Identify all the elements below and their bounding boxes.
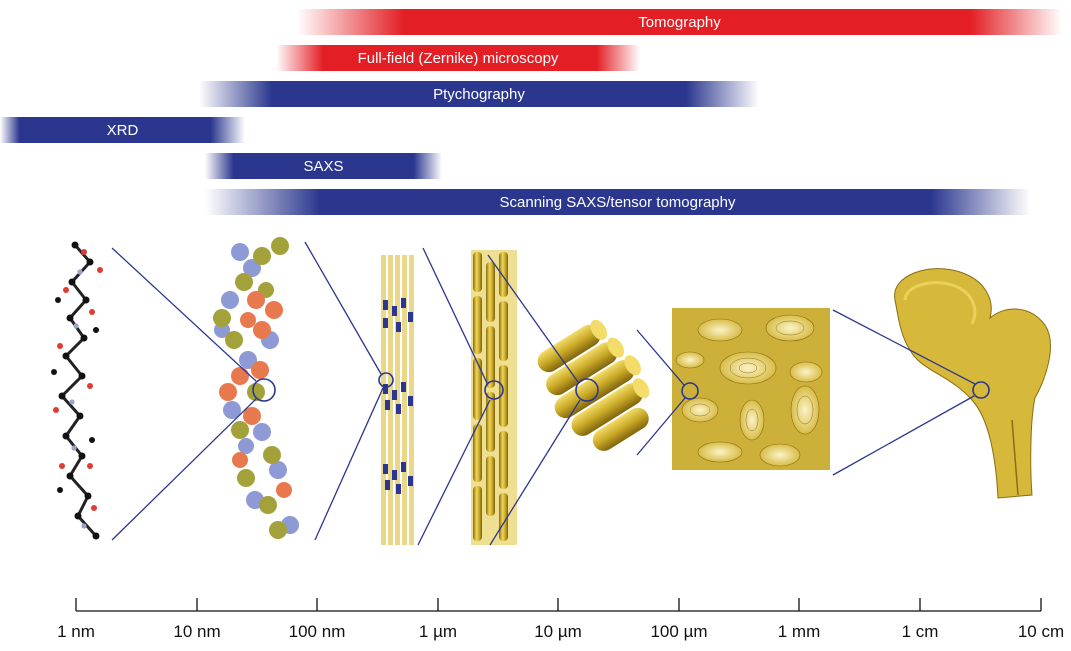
length-scale-axis	[75, 598, 1042, 612]
xrd-bar: XRD	[0, 117, 245, 143]
tick-100um: 100 µm	[650, 622, 708, 641]
scanning-saxs-label: Scanning SAXS/tensor tomography	[499, 193, 736, 211]
tropocollagen-triple-helix	[213, 237, 299, 539]
fibre-array	[471, 250, 517, 545]
zoom-circle-bundle	[575, 378, 599, 402]
zoom-connector-lines	[111, 241, 976, 546]
scanning-saxs-bar: Scanning SAXS/tensor tomography	[205, 189, 1030, 215]
tick-1mm: 1 mm	[777, 622, 821, 641]
mineralized-fibril	[378, 255, 414, 545]
zoom-circle-bone	[972, 381, 990, 399]
tick-1cm: 1 cm	[901, 622, 939, 641]
zoom-circle-tissue	[681, 382, 699, 400]
tick-1nm: 1 nm	[57, 622, 95, 641]
tomography-bar: Tomography	[297, 9, 1062, 35]
zoom-circle-fibres	[484, 380, 504, 400]
fibre-bundle	[537, 319, 650, 451]
saxs-bar: SAXS	[205, 153, 442, 179]
tomography-label: Tomography	[638, 13, 721, 31]
tick-10cm: 10 cm	[1017, 622, 1065, 641]
osteon-tissue	[672, 308, 830, 470]
full-field-microscopy-label: Full-field (Zernike) microscopy	[357, 49, 559, 67]
tick-10um: 10 µm	[534, 622, 582, 641]
tick-100nm: 100 nm	[288, 622, 346, 641]
xrd-label: XRD	[106, 121, 139, 139]
ptychography-label: Ptychography	[433, 85, 525, 103]
zoom-circle-helix	[252, 378, 276, 402]
tick-1um: 1 µm	[418, 622, 458, 641]
ptychography-bar: Ptychography	[199, 81, 759, 107]
saxs-label: SAXS	[303, 157, 344, 175]
tick-10nm: 10 nm	[173, 622, 221, 641]
full-field-microscopy-bar: Full-field (Zernike) microscopy	[276, 45, 640, 71]
collagen-molecule-chain	[51, 241, 103, 540]
zoom-circle-fibril	[378, 372, 394, 388]
